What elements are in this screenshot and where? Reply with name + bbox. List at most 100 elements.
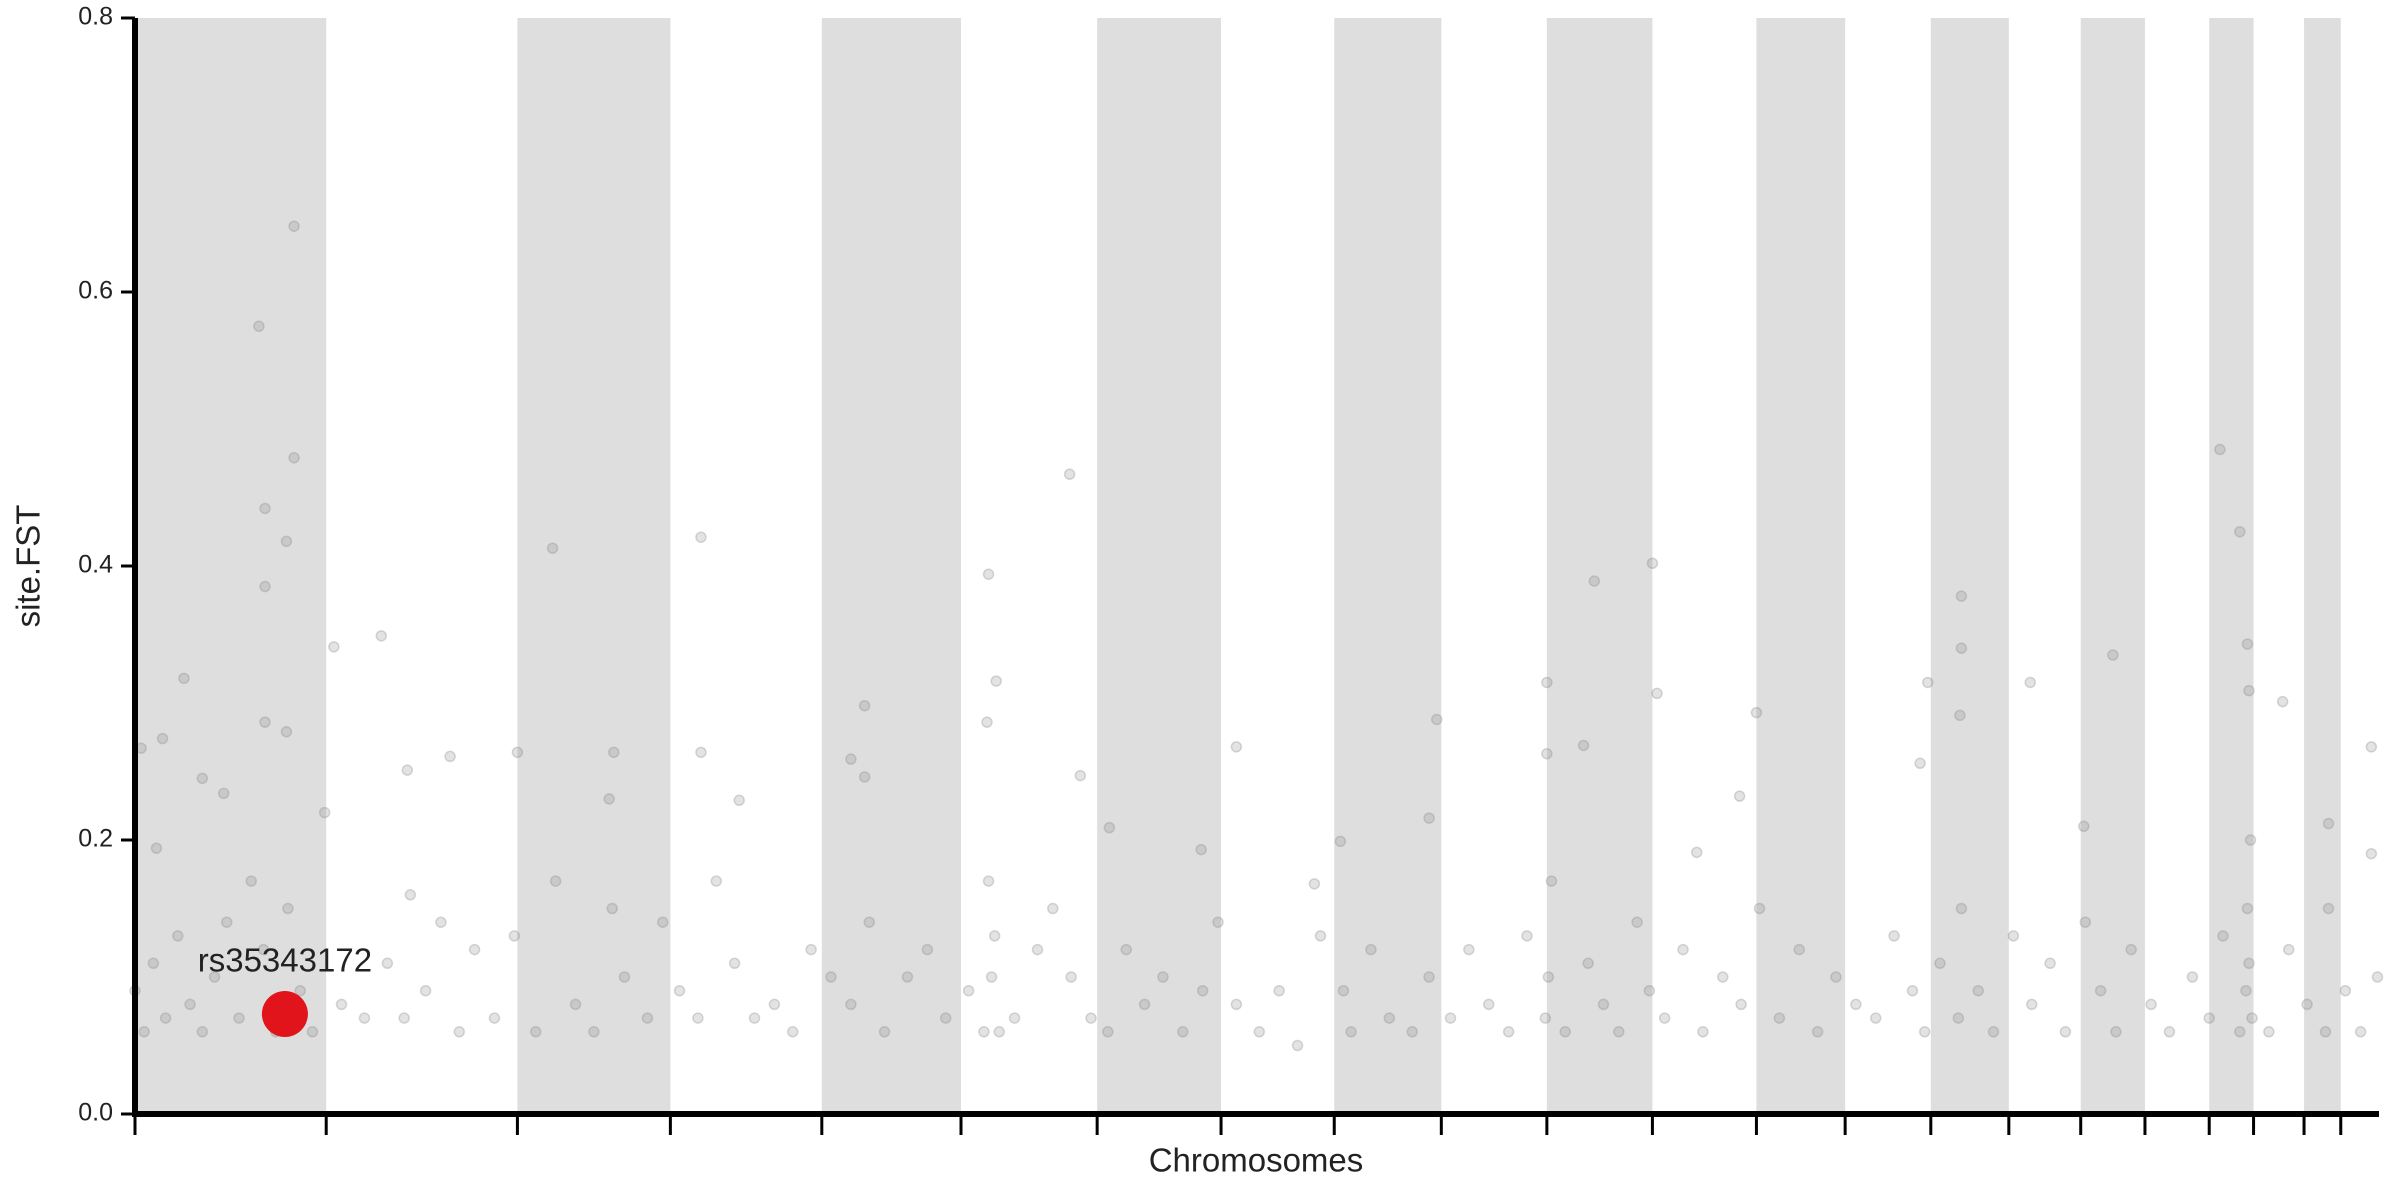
snp-point — [1337, 984, 1350, 997]
highlight-label: rs35343172 — [198, 942, 372, 979]
snp-point — [1750, 706, 1763, 719]
snp-point — [288, 220, 300, 232]
snp-point — [217, 787, 230, 800]
snp-point — [1196, 984, 1209, 997]
snp-point — [2186, 971, 2199, 983]
chromosome-band — [1756, 18, 1846, 1114]
snp-point — [1987, 1026, 2000, 1038]
snp-point — [2044, 957, 2056, 970]
snp-point — [306, 1026, 319, 1038]
snp-point — [1559, 1026, 1571, 1038]
snp-point — [1955, 590, 1968, 602]
snp-point — [2163, 1026, 2176, 1038]
snp-point — [1383, 1012, 1396, 1024]
snp-point — [508, 930, 521, 942]
snp-point — [282, 902, 294, 915]
snp-point — [1914, 757, 1926, 770]
snp-point — [259, 502, 271, 515]
snp-point — [1482, 998, 1495, 1011]
chromosome-band — [1334, 18, 1442, 1114]
snp-point — [858, 699, 871, 712]
snp-point — [863, 916, 875, 928]
snp-point — [1521, 930, 1533, 942]
chromosome-band — [2080, 18, 2145, 1114]
snp-point — [159, 1012, 172, 1024]
snp-point — [1850, 998, 1862, 1011]
snp-point — [221, 916, 233, 928]
snp-point — [2059, 1026, 2072, 1038]
snp-point — [921, 943, 934, 956]
snp-point — [335, 998, 348, 1011]
snp-point — [1406, 1026, 1419, 1038]
snp-point — [259, 580, 271, 593]
snp-point — [2243, 957, 2255, 970]
highlight-point — [261, 990, 308, 1037]
snp-point — [419, 984, 432, 997]
snp-point — [2283, 943, 2295, 956]
snp-point — [1613, 1026, 1625, 1038]
snp-point — [2125, 943, 2137, 956]
snp-point — [196, 1026, 209, 1038]
snp-point — [569, 998, 582, 1011]
snp-point — [196, 772, 209, 785]
snp-point — [1906, 984, 1919, 997]
y-tick-label: 0.0 — [78, 1099, 113, 1127]
snp-point — [2145, 998, 2157, 1011]
snp-point — [1423, 971, 1435, 983]
snp-point — [156, 732, 169, 745]
snp-point — [982, 875, 995, 887]
snp-point — [1793, 943, 1806, 956]
snp-point — [2024, 676, 2036, 689]
snp-point — [1811, 1026, 1824, 1038]
snp-point — [488, 1012, 501, 1024]
snp-point — [1830, 971, 1842, 983]
snp-point — [1102, 1026, 1114, 1038]
snp-point — [1918, 1026, 1931, 1038]
snp-point — [1972, 984, 1984, 997]
snp-point — [253, 320, 265, 332]
snp-point — [805, 943, 817, 956]
snp-point — [2319, 1026, 2332, 1038]
snp-point — [1539, 1012, 1552, 1024]
snp-point — [1735, 998, 1747, 1011]
snp-point — [901, 971, 914, 983]
snp-point — [2263, 1026, 2275, 1038]
snp-point — [768, 998, 781, 1011]
snp-point — [2241, 638, 2254, 650]
snp-point — [318, 806, 331, 819]
snp-point — [641, 1012, 654, 1024]
chromosome-band — [2209, 18, 2254, 1114]
snp-point — [1733, 790, 1746, 802]
snp-point — [1643, 984, 1656, 997]
snp-point — [939, 1012, 952, 1024]
snp-point — [878, 1026, 891, 1038]
snp-point — [748, 1012, 761, 1024]
snp-point — [1157, 971, 1169, 983]
snp-point — [435, 916, 447, 928]
chromosome-band — [135, 18, 327, 1114]
y-tick-label: 0.8 — [78, 3, 113, 31]
snp-point — [1577, 739, 1590, 752]
y-tick-label: 0.6 — [78, 277, 113, 305]
snp-point — [1085, 1012, 1097, 1024]
snp-point — [150, 842, 163, 854]
snp-point — [656, 916, 669, 928]
snp-point — [288, 452, 300, 464]
snp-point — [695, 746, 707, 759]
snp-point — [2234, 1026, 2246, 1038]
snp-point — [1697, 1026, 1709, 1038]
snp-point — [2217, 930, 2229, 942]
snp-point — [1545, 875, 1558, 887]
snp-point — [2214, 443, 2226, 456]
snp-point — [1120, 943, 1132, 956]
snp-point — [1888, 930, 1900, 942]
snp-point — [695, 531, 707, 543]
snp-point — [710, 875, 723, 887]
snp-point — [294, 984, 306, 997]
snp-point — [982, 568, 995, 580]
snp-point — [2243, 684, 2255, 697]
snp-point — [178, 672, 190, 685]
snp-point — [1345, 1026, 1357, 1038]
snp-point — [1291, 1039, 1304, 1052]
